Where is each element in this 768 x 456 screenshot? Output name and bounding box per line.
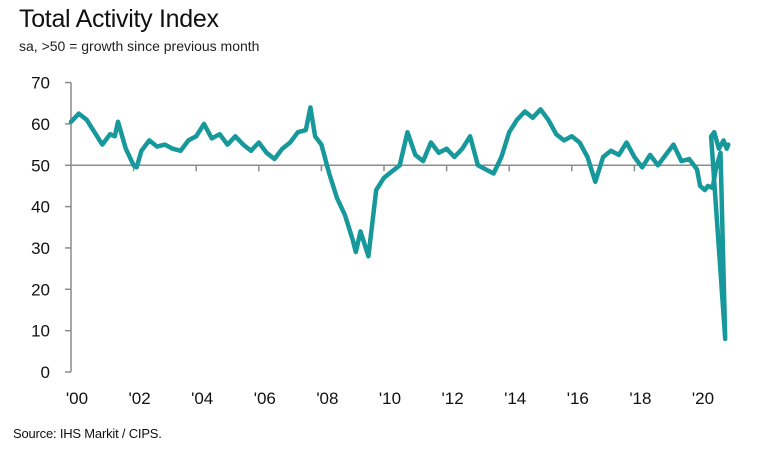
x-tick-label: '10 — [379, 389, 401, 408]
y-tick-label: 60 — [31, 115, 50, 134]
chart-subtitle: sa, >50 = growth since previous month — [19, 38, 260, 54]
y-tick-label: 20 — [31, 280, 50, 299]
y-tick-label: 70 — [31, 74, 50, 93]
x-axis: '00 '02 '04 '06 '08 '10 '12 '14 '16 '18 '20 — [66, 165, 714, 408]
y-tick-label: 0 — [41, 363, 50, 382]
series-line-total-activity-index — [68, 105, 731, 342]
y-tick-label: 40 — [31, 198, 50, 217]
y-tick-label: 10 — [31, 322, 50, 341]
y-tick-label: 50 — [31, 156, 50, 175]
x-tick-label: '00 — [66, 389, 88, 408]
x-tick-label: '20 — [692, 389, 714, 408]
x-tick-label: '04 — [191, 389, 213, 408]
source-note: Source: IHS Markit / CIPS. — [13, 426, 162, 441]
x-tick-label: '02 — [129, 389, 151, 408]
x-tick-label: '14 — [504, 389, 526, 408]
x-tick-label: '08 — [316, 389, 338, 408]
y-tick-label: 30 — [31, 239, 50, 258]
x-tick-label: '18 — [629, 389, 651, 408]
x-tick-label: '16 — [567, 389, 589, 408]
x-tick-label: '12 — [442, 389, 464, 408]
x-tick-label: '06 — [254, 389, 276, 408]
chart-title: Total Activity Index — [19, 5, 219, 33]
y-axis: 0 10 20 30 40 50 60 70 — [31, 74, 72, 382]
